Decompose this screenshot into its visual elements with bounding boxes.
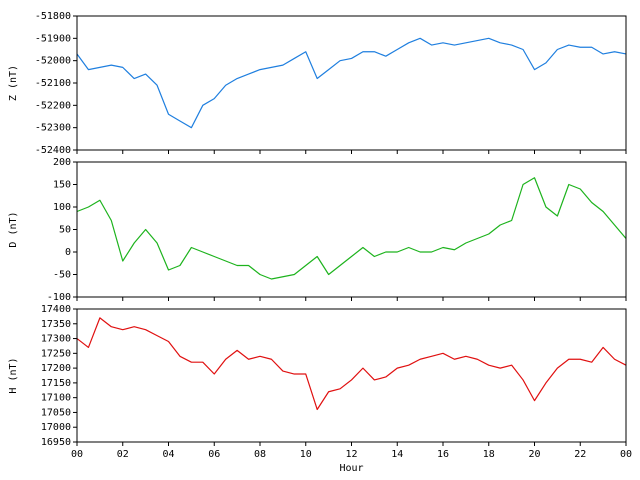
y-tick-label: 17400 — [41, 304, 71, 315]
y-tick-label: 17100 — [41, 393, 71, 404]
y-axis-label: H (nT) — [8, 357, 19, 393]
y-tick-label: 150 — [53, 180, 71, 191]
y-tick-label: -100 — [47, 292, 71, 303]
y-tick-label: 17350 — [41, 319, 71, 330]
x-tick-label: 00 — [71, 449, 83, 460]
x-axis-label: Hour — [339, 463, 363, 474]
x-tick-label: 06 — [208, 449, 220, 460]
data-line — [76, 37, 627, 129]
x-tick-label: 22 — [574, 449, 586, 460]
y-tick-label: -52000 — [35, 56, 71, 67]
x-tick-label: 04 — [162, 449, 174, 460]
y-tick-label: -50 — [53, 270, 71, 281]
y-tick-label: 17250 — [41, 348, 71, 359]
y-tick-label: -51900 — [35, 33, 71, 44]
x-tick-label: 08 — [254, 449, 266, 460]
x-tick-label: 16 — [437, 449, 449, 460]
x-tick-label: 12 — [345, 449, 357, 460]
y-tick-label: 17300 — [41, 334, 71, 345]
x-tick-label: 20 — [528, 449, 540, 460]
y-axis-label: D (nT) — [8, 211, 19, 247]
plot-frame — [76, 15, 627, 151]
y-tick-label: 16950 — [41, 437, 71, 448]
plot-frame — [76, 161, 627, 298]
y-tick-label: 0 — [65, 247, 71, 258]
x-tick-label: 14 — [391, 449, 403, 460]
y-tick-label: -52300 — [35, 123, 71, 134]
y-tick-label: -52200 — [35, 100, 71, 111]
x-tick-label: 00 — [620, 449, 632, 460]
plot-frame — [76, 308, 627, 443]
x-tick-label: 10 — [300, 449, 312, 460]
y-axis-label: Z (nT) — [8, 65, 19, 101]
x-tick-label: 02 — [117, 449, 129, 460]
y-tick-label: -51800 — [35, 11, 71, 22]
y-tick-label: 50 — [59, 225, 71, 236]
y-tick-label: 17200 — [41, 363, 71, 374]
y-tick-label: 200 — [53, 157, 71, 168]
y-tick-label: 100 — [53, 202, 71, 213]
y-tick-label: 17050 — [41, 407, 71, 418]
y-tick-label: -52100 — [35, 78, 71, 89]
x-tick-label: 18 — [483, 449, 495, 460]
data-line — [76, 317, 627, 411]
data-line — [76, 177, 627, 280]
y-tick-label: 17150 — [41, 378, 71, 389]
y-tick-label: -52400 — [35, 145, 71, 156]
y-tick-label: 17000 — [41, 422, 71, 433]
